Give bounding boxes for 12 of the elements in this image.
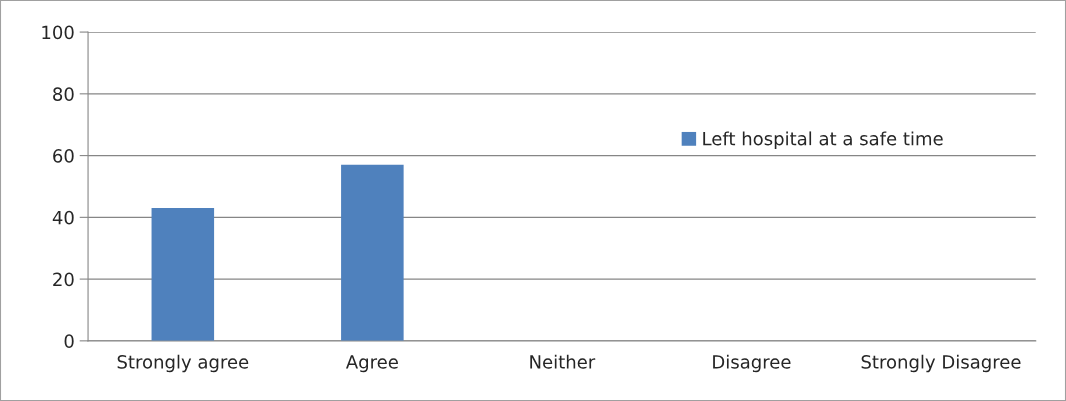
y-tick-label: 40 xyxy=(52,210,74,225)
y-tick-label: 60 xyxy=(53,149,74,163)
y-tick-label: 20 xyxy=(53,272,74,287)
y-tick-label: 80 xyxy=(53,87,74,101)
x-tick-label: Disagree xyxy=(713,354,791,373)
x-tick-label: Agree xyxy=(345,355,398,373)
y-tick-label: 0 xyxy=(64,334,74,348)
y-tick-label: 100 xyxy=(42,25,74,40)
legend-label: Left hospital at a safe time xyxy=(703,131,943,149)
x-tick-label: Strongly agree xyxy=(117,354,249,373)
x-tick-label: Strongly Disagree xyxy=(861,354,1021,373)
x-tick-label: Neither xyxy=(530,354,596,369)
